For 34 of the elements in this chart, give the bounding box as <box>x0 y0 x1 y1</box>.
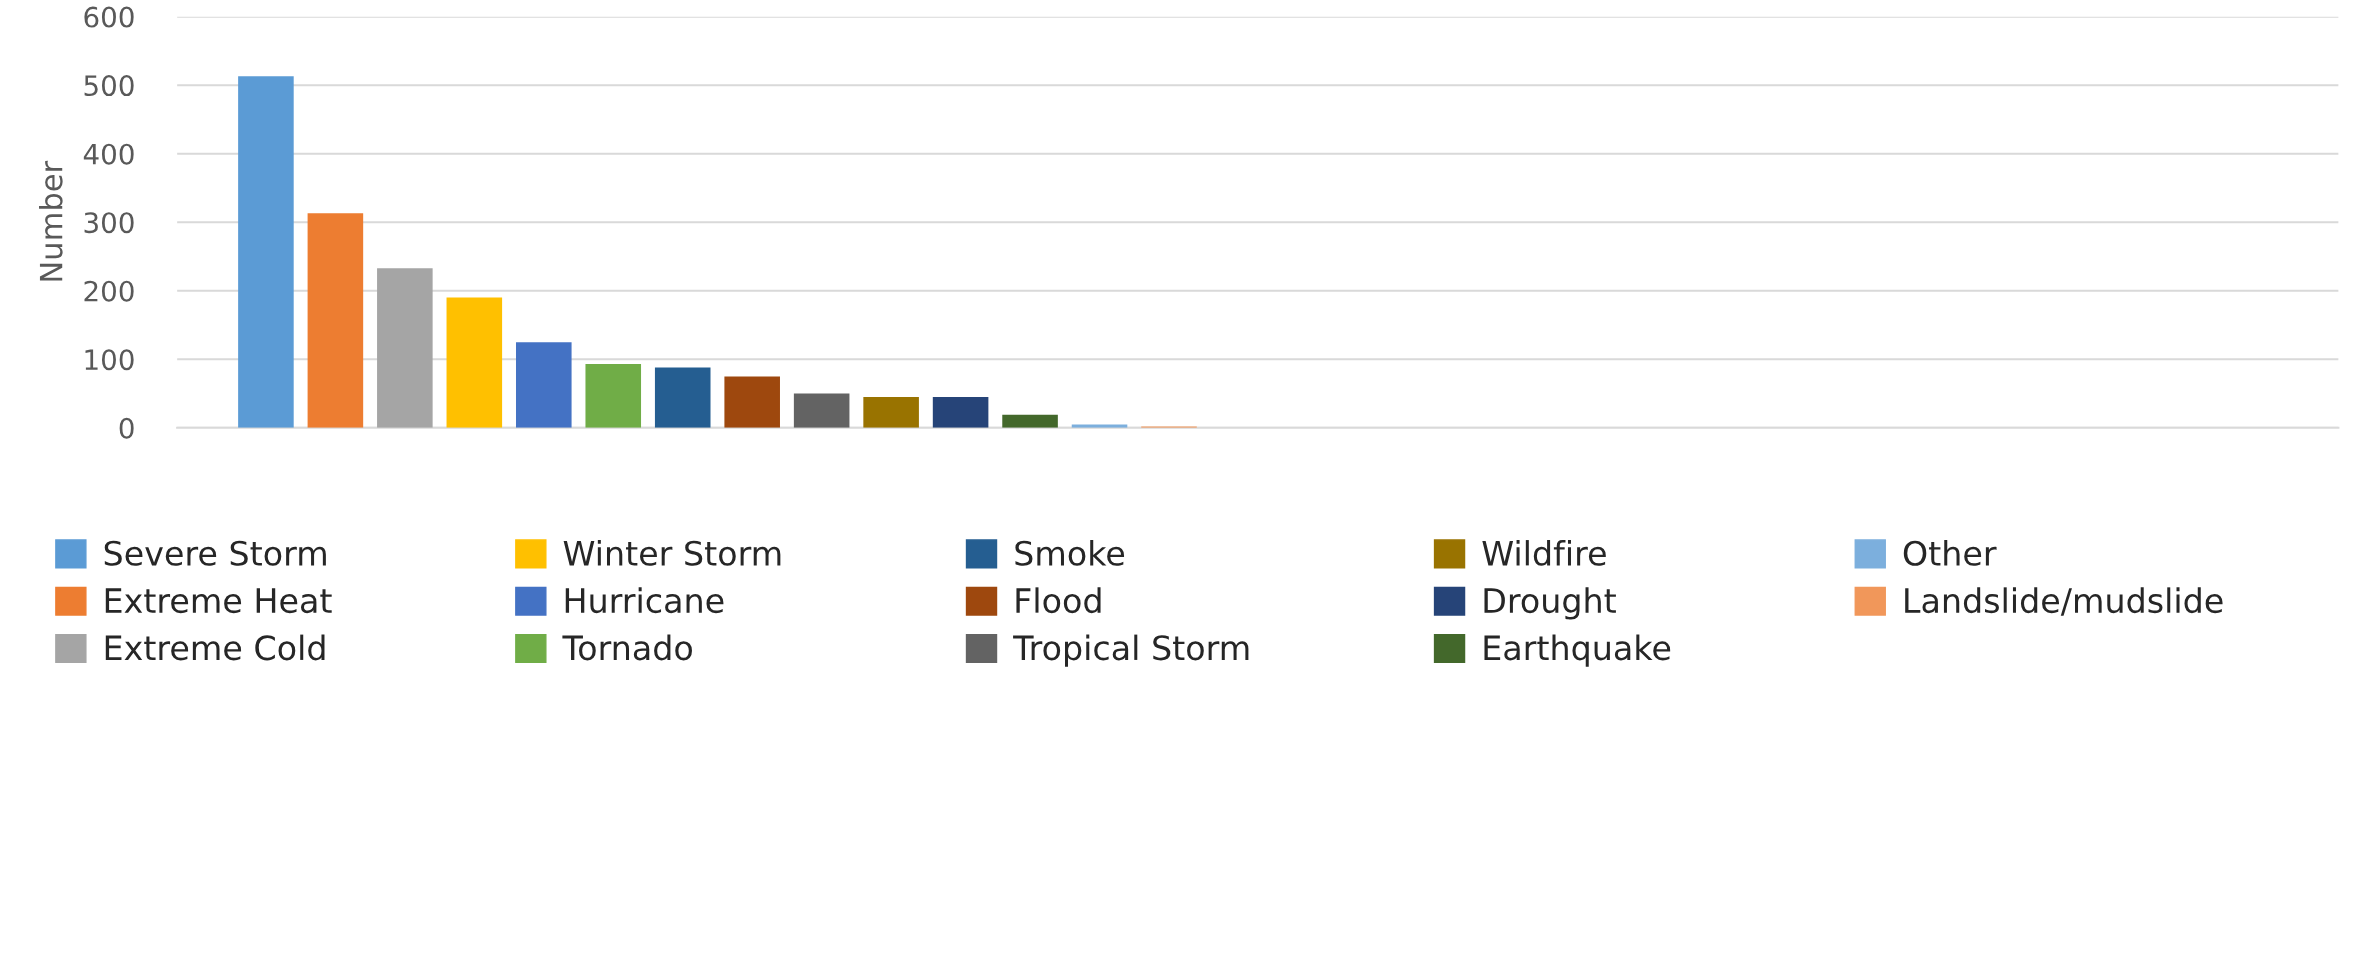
legend-label: Severe Storm <box>104 540 326 566</box>
y-tick-label: 300 <box>84 212 134 234</box>
bar <box>863 396 919 428</box>
bar <box>654 367 711 428</box>
legend-label: Drought <box>1484 587 1616 620</box>
y-tick-label: 500 <box>84 75 134 97</box>
legend-label: Tornado <box>562 634 692 661</box>
legend-label: Earthquake <box>1484 634 1671 667</box>
bar <box>516 342 572 428</box>
legend-label: Wildfire <box>1482 540 1606 566</box>
legend-label: Smoke <box>1015 540 1125 566</box>
legend-label: Extreme Heat <box>105 588 332 614</box>
bar <box>932 396 989 428</box>
y-tick-label: 200 <box>84 280 134 302</box>
legend-label: Extreme Cold <box>105 634 325 661</box>
y-tick-label: 400 <box>83 143 134 165</box>
legend-label: Landslide/mudslide <box>1905 587 2223 616</box>
legend-label: Flood <box>1016 587 1101 614</box>
bar <box>377 268 433 428</box>
bar <box>793 393 850 428</box>
bar <box>238 76 294 428</box>
y-tick-label: 0 <box>119 417 134 439</box>
legend-label: Other <box>1903 540 1997 566</box>
legend-label: Winter Storm <box>563 540 781 566</box>
legend-label: Tropical Storm <box>1013 634 1249 667</box>
bar <box>307 213 364 428</box>
legend-label: Hurricane <box>565 587 724 614</box>
bar <box>1002 414 1058 428</box>
bar <box>724 376 780 428</box>
y-axis-title: Number <box>39 160 63 281</box>
bar <box>446 297 503 428</box>
y-tick-label: 600 <box>84 6 134 28</box>
y-tick-label: 100 <box>85 349 134 371</box>
bar <box>585 364 642 428</box>
